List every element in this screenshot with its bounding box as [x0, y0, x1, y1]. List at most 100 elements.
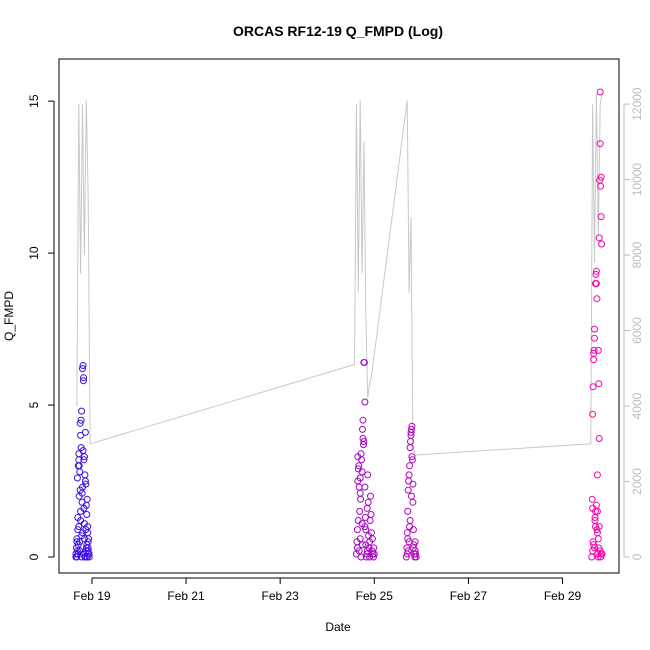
data-point	[85, 535, 93, 543]
data-point	[84, 547, 92, 555]
data-point	[367, 492, 374, 500]
data-point	[366, 553, 374, 561]
y-axis: 0 5 10 15	[27, 94, 55, 560]
data-point	[597, 182, 605, 190]
data-point	[75, 450, 83, 458]
data-point	[356, 507, 364, 515]
data-point	[408, 422, 416, 430]
data-point	[591, 334, 598, 342]
data-point	[597, 550, 605, 558]
x-axis-label: Date	[325, 620, 351, 634]
data-point	[367, 511, 375, 518]
x-tick-label: Feb 29	[544, 589, 582, 603]
data-point	[406, 523, 414, 531]
y2-axis: 0 2000 4000 6000 8000 10000 12000	[623, 87, 644, 560]
data-point	[354, 453, 362, 461]
data-point	[592, 280, 600, 287]
y-tick-label: 5	[27, 401, 41, 408]
data-point	[592, 267, 600, 275]
data-point	[594, 346, 602, 354]
data-point	[593, 295, 601, 303]
altitude-line	[76, 92, 603, 456]
y2-tick-label: 2000	[630, 468, 644, 495]
y-tick-label: 0	[27, 553, 41, 560]
data-point	[359, 541, 366, 549]
data-point	[358, 456, 366, 464]
data-point	[356, 474, 364, 482]
x-tick-label: Feb 21	[167, 589, 205, 603]
data-point	[598, 240, 606, 248]
plot-frame	[58, 58, 620, 574]
data-point	[78, 498, 86, 506]
data-point	[78, 407, 86, 415]
data-point	[588, 495, 596, 503]
data-point	[589, 410, 597, 418]
data-point	[361, 398, 369, 406]
data-point	[84, 523, 92, 531]
data-point	[361, 483, 369, 491]
data-point	[80, 535, 88, 543]
y2-tick-label: 6000	[630, 317, 644, 344]
data-point	[590, 356, 598, 363]
data-point	[590, 541, 598, 549]
data-point	[361, 523, 369, 531]
data-point	[83, 495, 91, 503]
data-point	[353, 526, 361, 534]
data-point	[591, 517, 599, 524]
data-point	[588, 553, 596, 561]
data-point	[595, 435, 603, 442]
data-point	[594, 535, 602, 543]
data-point	[412, 550, 420, 558]
data-point	[402, 553, 410, 561]
data-point	[408, 456, 416, 464]
y-tick-label: 15	[27, 94, 41, 108]
data-point	[597, 173, 605, 181]
data-point	[73, 538, 81, 546]
data-point	[409, 480, 417, 488]
y2-tick-label: 8000	[630, 241, 644, 268]
y2-tick-label: 4000	[630, 392, 644, 419]
y2-tick-label: 0	[630, 553, 644, 560]
data-point	[80, 504, 88, 512]
data-point	[356, 489, 364, 497]
data-point	[79, 447, 87, 455]
data-point	[403, 550, 411, 558]
data-point	[357, 553, 365, 561]
data-point	[357, 495, 365, 503]
data-point	[359, 425, 366, 433]
data-point	[75, 523, 83, 531]
data-point	[404, 535, 412, 543]
x-tick-label: Feb 23	[261, 589, 299, 603]
data-point	[592, 501, 600, 509]
data-point	[364, 471, 372, 479]
data-point	[408, 492, 415, 500]
data-point	[356, 535, 364, 543]
data-point	[405, 477, 413, 485]
y2-tick-label: 10000	[630, 163, 644, 197]
data-point	[80, 456, 88, 464]
data-point	[359, 416, 367, 424]
x-tick-label: Feb 27	[450, 589, 488, 603]
data-point	[74, 526, 82, 534]
data-point	[80, 377, 87, 385]
data-point	[404, 507, 412, 515]
data-point	[597, 553, 605, 561]
data-points	[72, 88, 606, 561]
y-tick-label: 10	[27, 246, 41, 260]
data-point	[591, 325, 598, 333]
y-axis-label: Q_FMPD	[2, 291, 16, 341]
data-point	[592, 270, 600, 278]
data-point	[79, 362, 87, 369]
data-point	[79, 365, 86, 373]
x-tick-label: Feb 19	[73, 589, 111, 603]
data-point	[74, 462, 82, 470]
data-point	[406, 462, 414, 470]
data-point	[589, 383, 597, 391]
data-point	[406, 444, 414, 452]
data-point	[404, 547, 412, 555]
data-point	[596, 88, 604, 96]
data-point	[77, 517, 85, 524]
data-point	[406, 517, 414, 524]
data-point	[595, 544, 603, 552]
